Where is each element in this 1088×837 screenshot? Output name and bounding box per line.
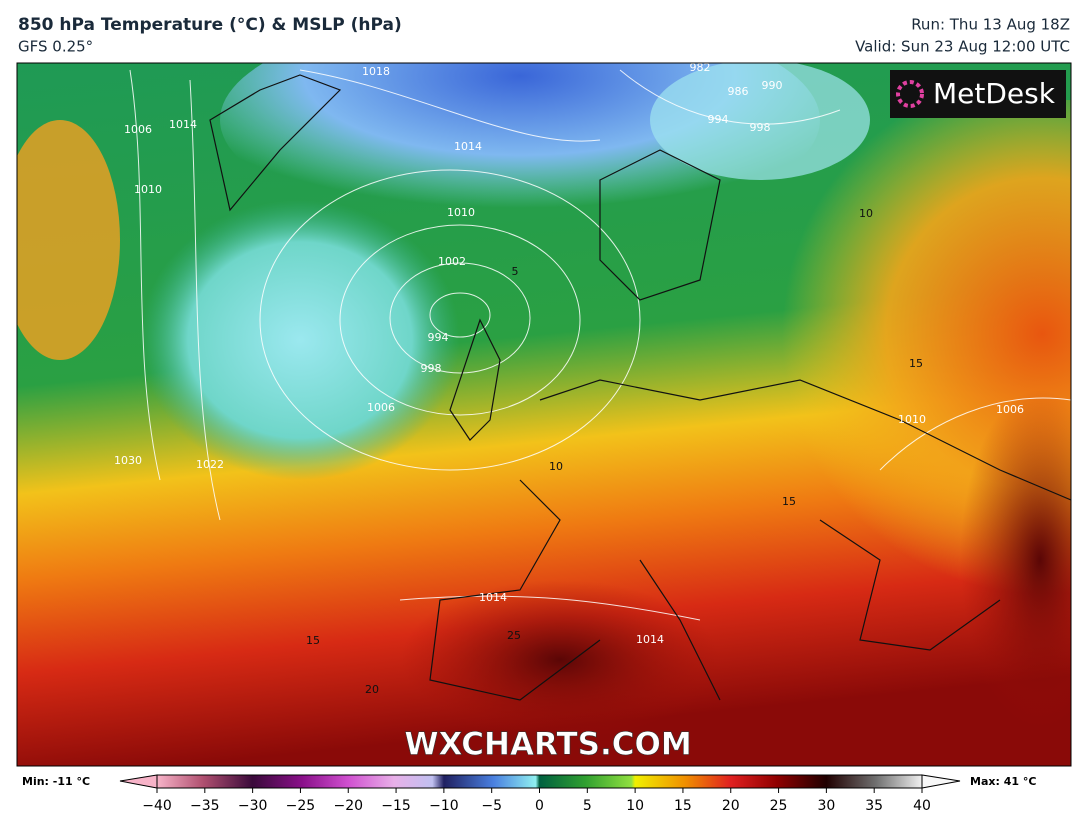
pressure-label: 998 (750, 121, 771, 134)
pressure-label: 1014 (636, 633, 664, 646)
pressure-label: 986 (728, 85, 749, 98)
title: 850 hPa Temperature (°C) & MSLP (hPa) (18, 15, 402, 35)
colorbar-tick-label: 5 (583, 798, 592, 814)
pressure-label: 1010 (447, 206, 475, 219)
colorbar-tick-label: −20 (333, 798, 363, 814)
pressure-label: 1014 (169, 118, 197, 131)
colorbar-tick-label: 0 (535, 798, 544, 814)
colorbar-tick-label: 15 (674, 798, 692, 814)
temperature-label: 15 (306, 634, 320, 647)
pressure-label: 1014 (479, 591, 507, 604)
temperature-label: 25 (507, 629, 521, 642)
logo-icon (896, 80, 924, 108)
temperature-label: 15 (782, 495, 796, 508)
colorbar-tick-label: −10 (429, 798, 459, 814)
pressure-label: 1014 (454, 140, 482, 153)
colorbar-tick-label: −15 (381, 798, 411, 814)
temperature-label: 10 (549, 460, 563, 473)
colorbar-max-arrow (921, 774, 961, 789)
pressure-label: 1002 (438, 255, 466, 268)
map: MetDesk WXCHARTS.COM 1018101410101002994… (17, 61, 1071, 766)
pressure-label: 1010 (898, 413, 926, 426)
pressure-label: 982 (690, 61, 711, 74)
temperature-label: 10 (859, 207, 873, 220)
temperature-label: 15 (909, 357, 923, 370)
max-label: Max: 41 °C (970, 775, 1036, 788)
colorbar-tick-label: −30 (238, 798, 268, 814)
colorbar-tick-label: −40 (142, 798, 172, 814)
pressure-label: 1010 (134, 183, 162, 196)
colorbar-tick-label: 20 (722, 798, 740, 814)
pressure-label: 994 (428, 331, 449, 344)
pressure-label: 1022 (196, 458, 224, 471)
colorbar-min-arrow (119, 774, 158, 789)
pressure-label: 1006 (124, 123, 152, 136)
temperature-label: 5 (512, 265, 519, 278)
run: Run: Thu 13 Aug 18Z (911, 16, 1070, 34)
colorbar-tick-label: −5 (481, 798, 502, 814)
pressure-label: 1030 (114, 454, 142, 467)
colorbar (156, 774, 923, 789)
colorbar-tick-label: −25 (286, 798, 316, 814)
colorbar-tick-label: −35 (190, 798, 220, 814)
logo-box (890, 70, 1066, 118)
colorbar-tick-label: 10 (626, 798, 644, 814)
pressure-label: 998 (421, 362, 442, 375)
pressure-label: 994 (708, 113, 729, 126)
valid: Valid: Sun 23 Aug 12:00 UTC (855, 38, 1070, 56)
min-label: Min: -11 °C (22, 775, 90, 788)
colorbar-tick-label: 35 (865, 798, 883, 814)
pressure-label: 1006 (996, 403, 1024, 416)
colorbar-tick-label: 40 (913, 798, 931, 814)
watermark: WXCHARTS.COM (404, 727, 691, 763)
model: GFS 0.25° (18, 38, 93, 56)
logo: MetDesk (933, 77, 1056, 110)
colorbar-tick-label: 30 (817, 798, 835, 814)
pressure-label: 1018 (362, 65, 390, 78)
pressure-label: 1006 (367, 401, 395, 414)
map-frame (16, 62, 1072, 767)
pressure-label: 990 (762, 79, 783, 92)
colorbar-tick-label: 25 (770, 798, 788, 814)
temperature-label: 20 (365, 683, 379, 696)
